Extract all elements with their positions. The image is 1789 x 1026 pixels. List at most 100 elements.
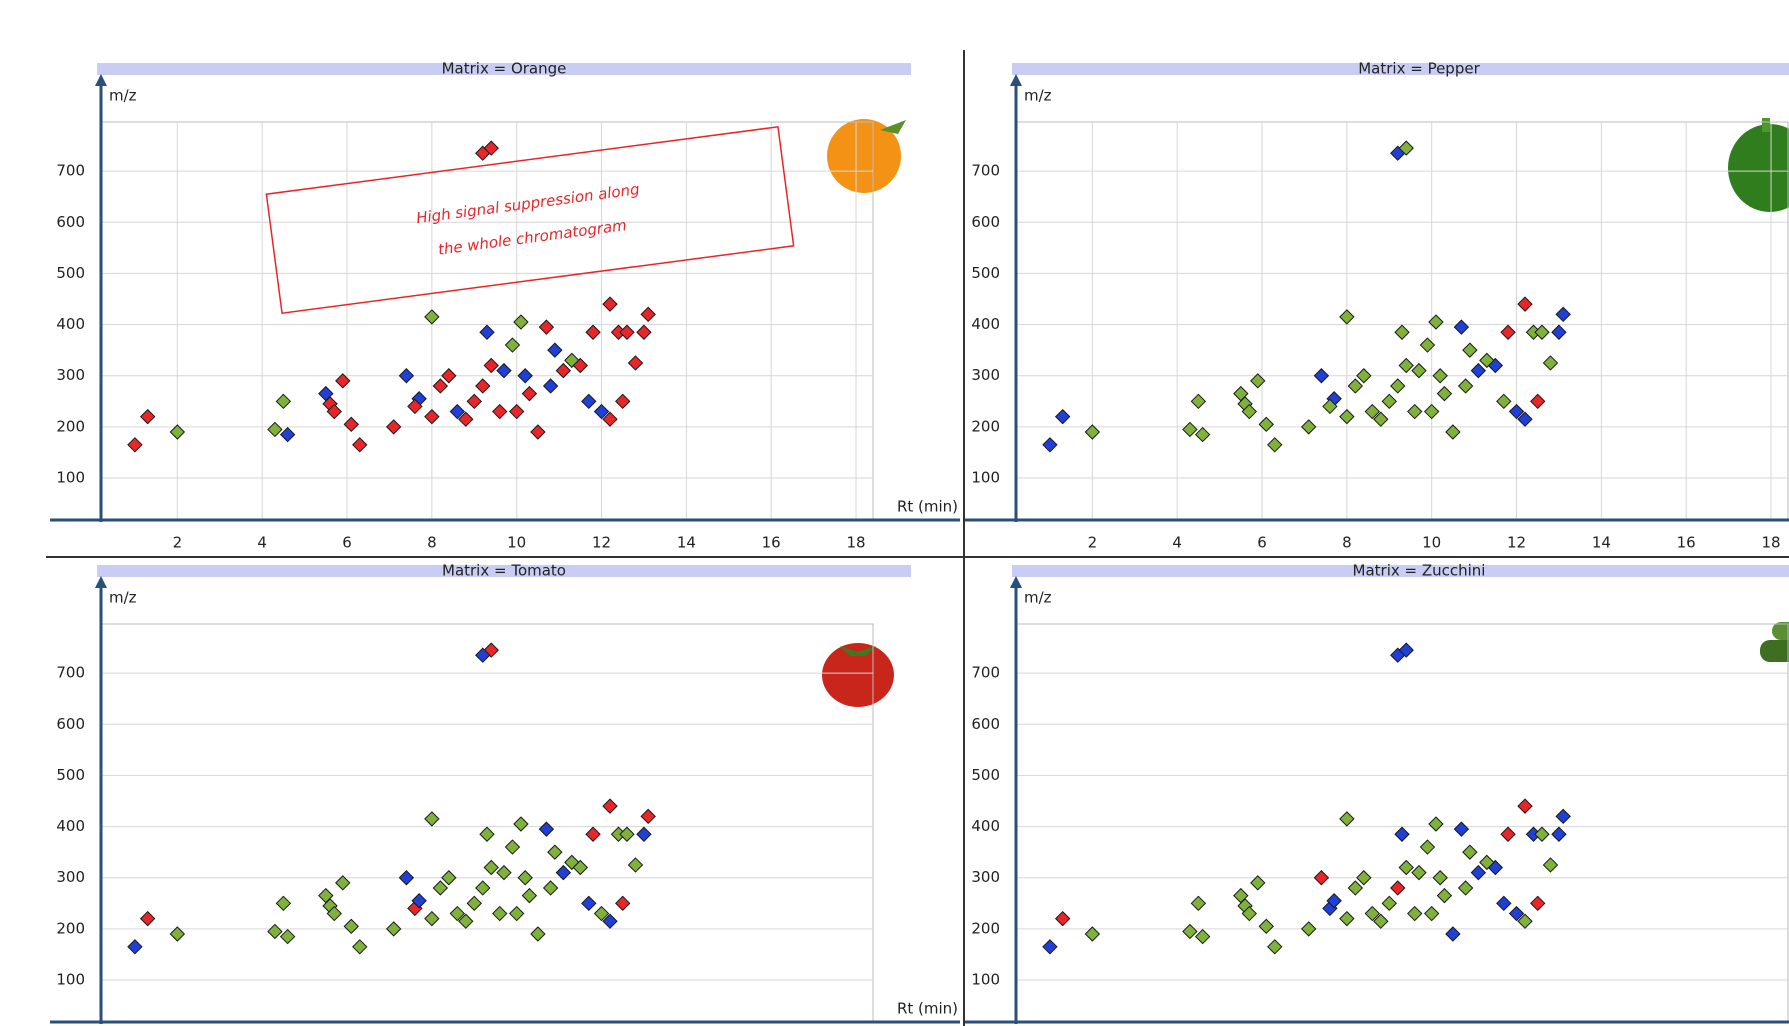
data-point (1340, 812, 1354, 826)
data-point (467, 394, 481, 408)
data-point (281, 930, 295, 944)
plot-frame (101, 624, 873, 1022)
plot-frame (1016, 624, 1788, 1022)
data-point (505, 338, 519, 352)
x-axis-label: Rt (min) (897, 498, 958, 516)
chart-grid: Matrix = Orange1002003004005006007002468… (0, 0, 1789, 1026)
y-tick-label: 100 (971, 469, 1000, 487)
data-point (1497, 896, 1511, 910)
panel-title: Matrix = Tomato (442, 562, 566, 580)
data-point (1429, 315, 1443, 329)
data-point (1302, 420, 1316, 434)
data-point (1268, 438, 1282, 452)
y-tick-label: 300 (56, 868, 85, 886)
data-point (128, 438, 142, 452)
data-point (1531, 394, 1545, 408)
data-point (582, 896, 596, 910)
panel-title: Matrix = Orange (442, 60, 567, 78)
data-point (476, 881, 490, 895)
data-point (1391, 881, 1405, 895)
data-point (637, 325, 651, 339)
data-point (1302, 922, 1316, 936)
data-point (1543, 356, 1557, 370)
data-point (493, 405, 507, 419)
data-point (586, 827, 600, 841)
data-point (353, 940, 367, 954)
data-point (484, 359, 498, 373)
data-point (522, 889, 536, 903)
data-point (1437, 387, 1451, 401)
data-point (1463, 845, 1477, 859)
x-tick-label: 18 (846, 534, 865, 552)
data-point (1425, 405, 1439, 419)
y-tick-label: 400 (56, 315, 85, 333)
x-tick-label: 4 (1172, 534, 1182, 552)
y-axis-arrow (95, 74, 107, 86)
data-point (1501, 325, 1515, 339)
y-axis-label: m/z (1024, 87, 1052, 105)
data-point (1408, 907, 1422, 921)
data-point (1518, 297, 1532, 311)
data-point (344, 919, 358, 933)
tomato-image (822, 643, 894, 707)
data-point (514, 817, 528, 831)
data-point (1459, 379, 1473, 393)
x-tick-label: 10 (1422, 534, 1441, 552)
data-point (425, 812, 439, 826)
y-tick-label: 700 (971, 664, 1000, 682)
y-tick-label: 500 (56, 766, 85, 784)
data-point (442, 871, 456, 885)
y-axis-arrow (95, 576, 107, 588)
data-point (505, 840, 519, 854)
y-tick-label: 500 (971, 264, 1000, 282)
data-point (442, 369, 456, 383)
plot-frame (1016, 122, 1788, 520)
data-point (582, 394, 596, 408)
data-point (425, 912, 439, 926)
panel-title: Matrix = Zucchini (1353, 562, 1486, 580)
data-point (1259, 417, 1273, 431)
data-point (518, 369, 532, 383)
x-tick-label: 12 (1507, 534, 1526, 552)
y-axis-arrow (1010, 576, 1022, 588)
data-point (1056, 410, 1070, 424)
data-point (1531, 896, 1545, 910)
data-point (1382, 896, 1396, 910)
data-point (637, 827, 651, 841)
data-point (1454, 822, 1468, 836)
y-axis-arrow (1010, 74, 1022, 86)
y-tick-label: 100 (971, 971, 1000, 989)
x-tick-label: 16 (762, 534, 781, 552)
data-point (628, 356, 642, 370)
data-point (281, 428, 295, 442)
data-point (1408, 405, 1422, 419)
data-point (433, 379, 447, 393)
data-point (603, 799, 617, 813)
data-point (387, 922, 401, 936)
data-point (1454, 320, 1468, 334)
data-point (1357, 871, 1371, 885)
data-point (616, 394, 630, 408)
data-point (1433, 871, 1447, 885)
data-point (510, 405, 524, 419)
data-point (586, 325, 600, 339)
data-point (1183, 924, 1197, 938)
data-point (1348, 379, 1362, 393)
data-point (1382, 394, 1396, 408)
data-point (1314, 871, 1328, 885)
scatter-panel: Matrix = Orange1002003004005006007002468… (50, 60, 960, 552)
data-point (1497, 394, 1511, 408)
data-point (620, 827, 634, 841)
x-tick-label: 14 (1592, 534, 1611, 552)
data-point (1191, 896, 1205, 910)
y-tick-label: 300 (971, 366, 1000, 384)
data-point (1425, 907, 1439, 921)
x-tick-label: 8 (1342, 534, 1352, 552)
data-point (518, 871, 532, 885)
x-tick-label: 14 (677, 534, 696, 552)
data-point (641, 307, 655, 321)
data-point (548, 343, 562, 357)
y-tick-label: 500 (56, 264, 85, 282)
data-point (522, 387, 536, 401)
y-tick-label: 600 (56, 213, 85, 231)
